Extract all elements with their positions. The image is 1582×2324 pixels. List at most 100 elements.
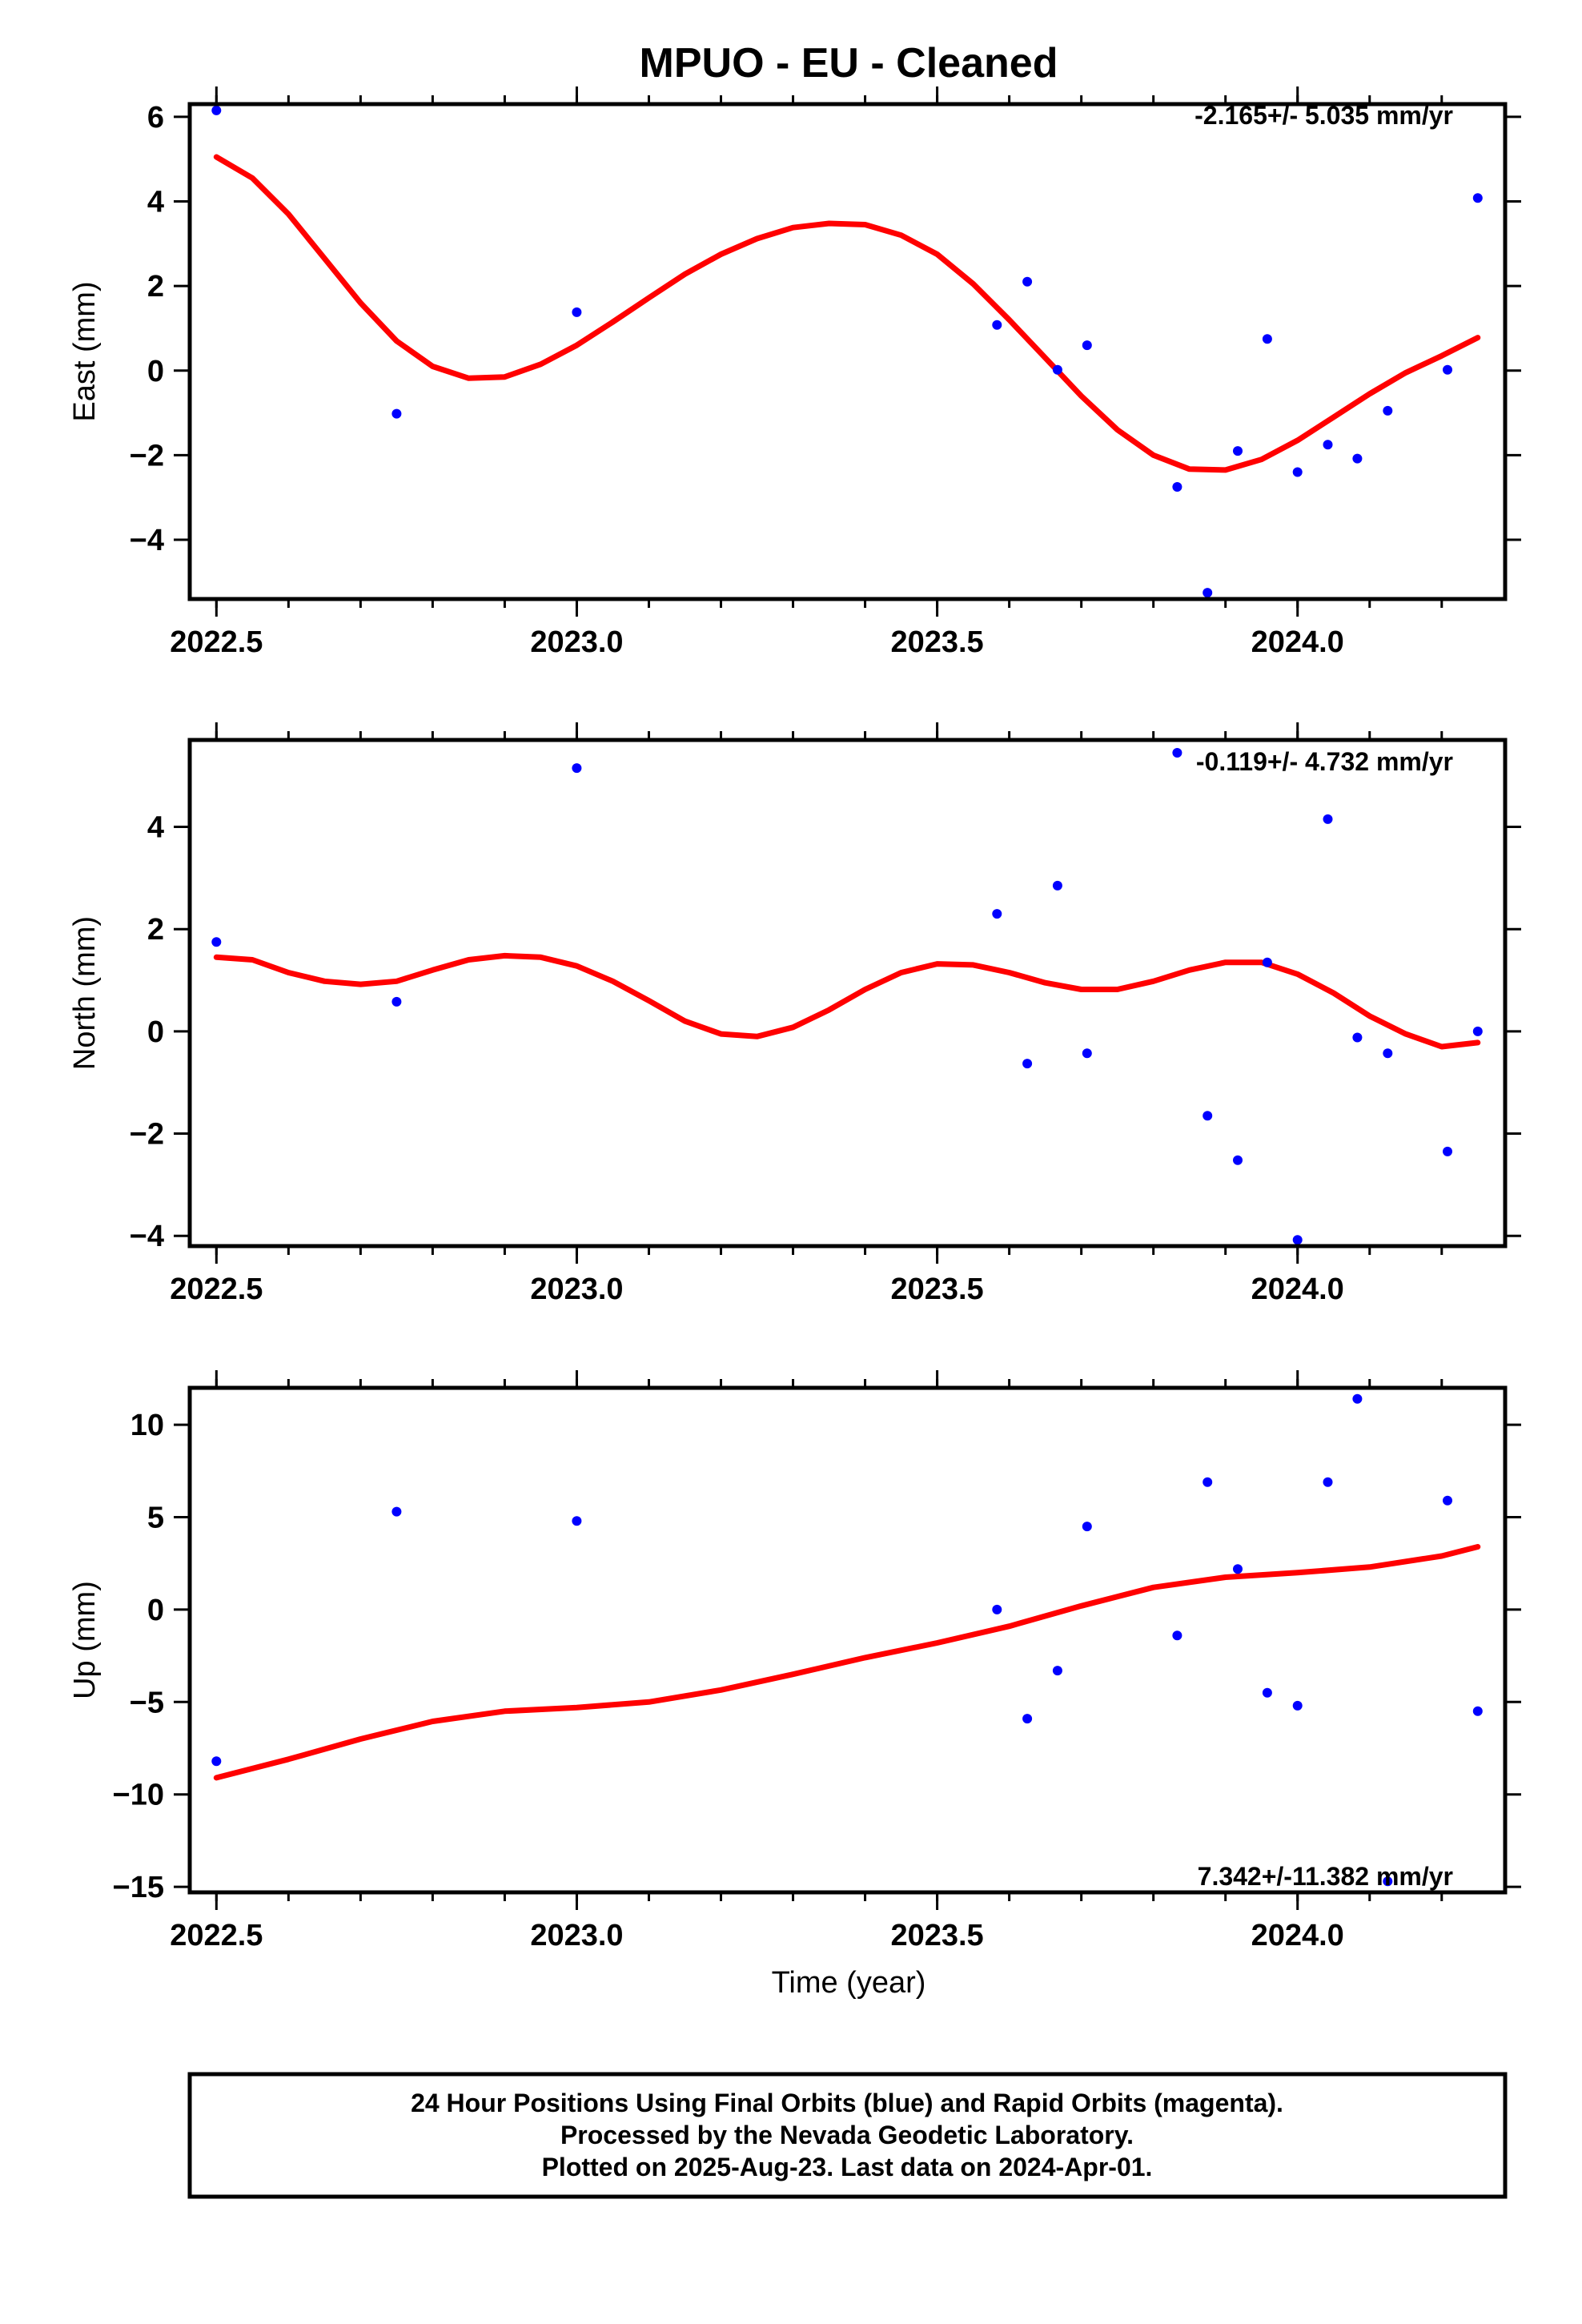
up-y-tick-label: −10 — [113, 1779, 164, 1812]
up-y-tick-label: 10 — [130, 1409, 164, 1442]
north-data-point — [1172, 748, 1182, 758]
north-x-tick-label: 2022.5 — [170, 1273, 263, 1306]
east-y-tick-label: 4 — [147, 185, 164, 219]
north-fit-line — [213, 952, 1481, 1050]
up-data-point — [572, 1516, 582, 1526]
north-data-point — [1233, 1155, 1243, 1165]
north-panel: 2022.5 2023.0 2023.5 2024.0 −4 −2 0 2 4 North (mm… — [68, 722, 1521, 1306]
east-x-tick-label: 2022.5 — [170, 625, 263, 659]
north-x-tick-label: 2023.0 — [530, 1273, 623, 1306]
north-data-point — [1292, 1235, 1303, 1245]
north-rate-label: -0.119+/- 4.732 mm/yr — [1196, 747, 1453, 776]
east-y-tick-label: 2 — [147, 270, 164, 304]
east-data-point — [1292, 467, 1303, 477]
up-data-point — [1292, 1700, 1303, 1711]
north-y-tick-label: 4 — [147, 811, 164, 845]
up-data-point — [1172, 1630, 1182, 1641]
up-data-point — [1052, 1666, 1062, 1676]
east-y-tick-label: −4 — [130, 524, 164, 557]
east-rate-label: -2.165+/- 5.035 mm/yr — [1195, 101, 1453, 130]
north-y-tick-label: −4 — [130, 1220, 164, 1253]
up-data-point — [1323, 1477, 1333, 1487]
north-plot-frame — [187, 738, 1508, 1248]
up-data-point — [391, 1506, 402, 1517]
north-data-point — [1022, 1059, 1033, 1069]
north-x-tick-label: 2023.5 — [890, 1273, 983, 1306]
east-y-tick-label: 0 — [147, 355, 164, 388]
up-data-point — [1082, 1522, 1092, 1532]
figure-title: MPUO - EU - Cleaned — [640, 40, 1058, 86]
up-data-point — [992, 1604, 1002, 1614]
x-axis-label: Time (year) — [772, 1966, 926, 2000]
east-plot-frame — [187, 102, 1508, 601]
east-data-point — [1472, 193, 1483, 203]
up-x-tick-label: 2024.0 — [1251, 1919, 1344, 1952]
east-y-tick-label: 6 — [147, 101, 164, 135]
up-y-tick-label: −15 — [113, 1871, 164, 1904]
east-data-point — [1323, 440, 1333, 450]
up-panel: 2022.5 2023.0 2023.5 2024.0 −15 −10 −5 0 5 10 Up (… — [68, 1370, 1521, 1952]
up-data-point — [1443, 1495, 1452, 1506]
east-data-point — [992, 320, 1002, 330]
up-data-point — [1022, 1714, 1033, 1724]
up-y-tick-label: −5 — [130, 1686, 164, 1719]
north-data-point — [992, 909, 1002, 919]
up-data-point — [1233, 1564, 1243, 1574]
north-y-tick-label: 0 — [147, 1015, 164, 1049]
east-x-tick-label: 2024.0 — [1251, 625, 1344, 659]
north-x-tick-label: 2024.0 — [1251, 1273, 1344, 1306]
north-data-point — [572, 763, 582, 774]
east-data-point — [1203, 588, 1213, 598]
north-data-point — [1203, 1111, 1213, 1121]
east-data-point — [1082, 340, 1092, 351]
north-data-point — [1352, 1032, 1363, 1043]
up-y-tick-label: 0 — [147, 1594, 164, 1627]
up-data-point — [1472, 1706, 1483, 1716]
up-x-tick-label: 2023.5 — [890, 1919, 983, 1952]
east-data-point — [572, 307, 582, 317]
north-y-tick-label: 2 — [147, 913, 164, 947]
up-data-point — [1352, 1393, 1363, 1404]
up-data-point — [211, 1756, 222, 1767]
up-rate-label: 7.342+/-11.382 mm/yr — [1198, 1862, 1453, 1891]
east-data-point — [1022, 276, 1033, 287]
footer-line-3: Plotted on 2025-Aug-23. Last data on 202… — [542, 2153, 1153, 2181]
east-data-point — [1383, 405, 1393, 416]
footer-line-2: Processed by the Nevada Geodetic Laborat… — [560, 2121, 1134, 2149]
north-y-tick-label: −2 — [130, 1118, 164, 1152]
up-y-axis-label: Up (mm) — [68, 1581, 102, 1699]
north-data-point — [1052, 880, 1062, 891]
north-data-point — [391, 996, 402, 1007]
north-data-point — [1472, 1026, 1483, 1036]
up-data-point — [1383, 1876, 1393, 1887]
north-y-axis-label: North (mm) — [68, 916, 102, 1070]
east-y-tick-label: −2 — [130, 439, 164, 472]
north-data-point — [1383, 1048, 1393, 1059]
up-data-point — [1203, 1477, 1213, 1487]
east-data-point — [1172, 482, 1182, 492]
up-plot-frame — [187, 1385, 1508, 1895]
east-data-point — [1233, 446, 1243, 456]
up-x-tick-label: 2023.0 — [530, 1919, 623, 1952]
east-x-tick-label: 2023.0 — [530, 625, 623, 659]
east-data-point — [391, 408, 402, 419]
footer-line-1: 24 Hour Positions Using Final Orbits (bl… — [411, 2089, 1283, 2117]
east-x-tick-label: 2023.5 — [890, 625, 983, 659]
north-data-point — [1323, 814, 1333, 824]
east-data-point — [1443, 364, 1452, 375]
footer-box: 24 Hour Positions Using Final Orbits (bl… — [187, 2072, 1508, 2199]
east-data-point — [1352, 453, 1363, 464]
north-data-point — [1082, 1048, 1092, 1059]
up-y-tick-label: 5 — [147, 1502, 164, 1535]
up-x-tick-label: 2022.5 — [170, 1919, 263, 1952]
east-data-point — [1052, 364, 1062, 375]
north-data-point — [1443, 1146, 1452, 1156]
up-data-point — [1262, 1687, 1272, 1698]
footer-frame — [187, 2072, 1508, 2199]
up-fit-line — [213, 1544, 1481, 1781]
east-panel: 2022.5 2023.0 2023.5 2024.0 −4 −2 0 2 4 6 East (mm… — [68, 86, 1521, 659]
east-y-axis-label: East (mm) — [68, 281, 102, 421]
north-data-point — [1262, 957, 1272, 967]
east-data-point — [211, 105, 222, 115]
